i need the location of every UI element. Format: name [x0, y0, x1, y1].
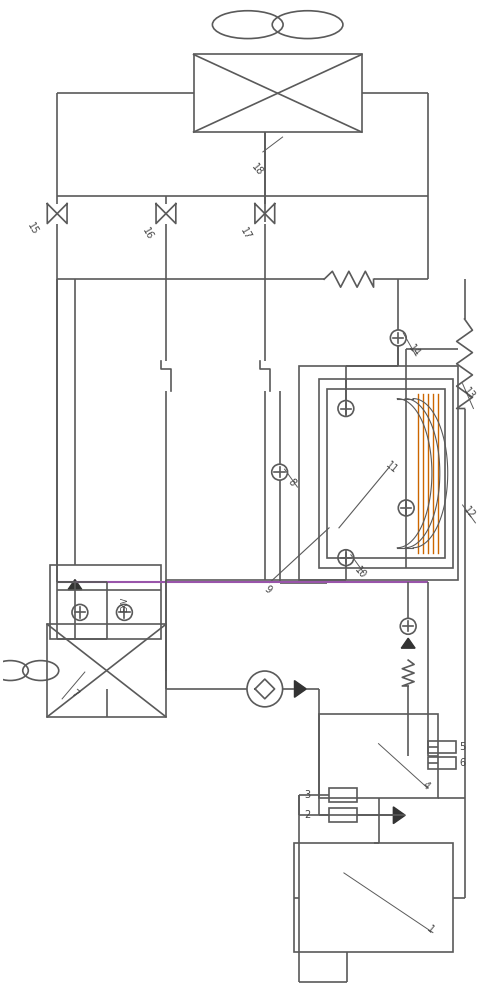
Text: 13: 13: [462, 385, 477, 401]
Text: 12: 12: [462, 505, 477, 521]
Text: 2: 2: [304, 810, 310, 820]
Bar: [319, 714, 438, 798]
Text: 6: 6: [459, 758, 466, 768]
Text: 4: 4: [420, 780, 431, 791]
Bar: [295, 843, 452, 952]
Polygon shape: [401, 638, 415, 648]
Text: 17: 17: [239, 226, 253, 242]
Text: 8: 8: [286, 477, 297, 488]
Bar: [319, 379, 452, 568]
Text: 3: 3: [304, 790, 310, 800]
Text: 1: 1: [425, 924, 436, 935]
Text: 15: 15: [25, 221, 40, 237]
Bar: [329, 808, 357, 822]
Polygon shape: [394, 807, 405, 824]
Polygon shape: [68, 580, 82, 589]
Text: 11: 11: [383, 459, 399, 475]
Polygon shape: [295, 681, 306, 697]
Text: 9: 9: [261, 584, 273, 595]
Text: 14: 14: [406, 343, 422, 358]
Text: 18: 18: [249, 162, 265, 177]
Text: EXV: EXV: [120, 597, 129, 612]
Text: 7: 7: [69, 688, 80, 700]
Bar: [50, 565, 161, 639]
Bar: [428, 757, 455, 768]
Bar: [329, 788, 357, 802]
Bar: [299, 366, 457, 580]
Text: 10: 10: [352, 564, 367, 580]
Bar: [48, 624, 166, 717]
Text: 5: 5: [459, 742, 466, 752]
Text: 16: 16: [140, 226, 154, 242]
Bar: [428, 741, 455, 753]
Bar: [194, 54, 362, 132]
Bar: [327, 389, 445, 558]
